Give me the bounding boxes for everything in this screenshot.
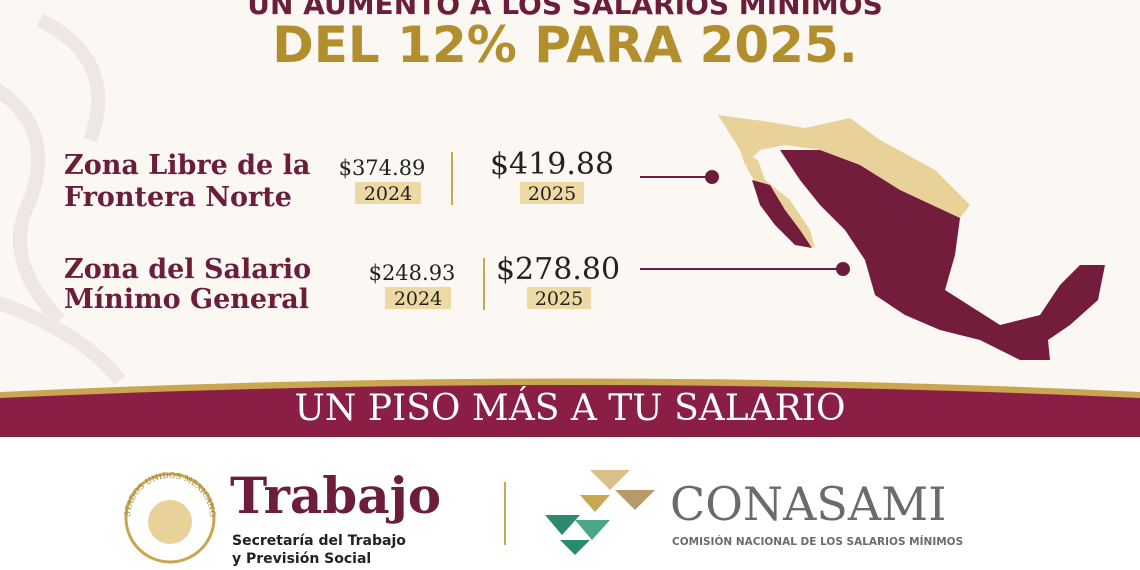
- trabajo-subtitle: y Previsión Social: [232, 551, 371, 567]
- banner-text: UN PISO MÁS A TU SALARIO: [295, 387, 846, 429]
- new-value: $278.80: [496, 252, 620, 287]
- pointers: [640, 170, 850, 276]
- conasami-logo: [545, 470, 655, 555]
- trabajo-subtitle: Secretaría del Trabajo: [232, 533, 406, 549]
- old-value: $248.93: [369, 261, 456, 285]
- banner: [0, 385, 1140, 437]
- year-boxes: [355, 182, 591, 309]
- old-value: $374.89: [339, 156, 426, 180]
- decor: [0, 13, 126, 385]
- conasami-subtitle: COMISIÓN NACIONAL DE LOS SALARIOS MÍNIMO…: [672, 535, 963, 548]
- header-line1: UN AUMENTO A LOS SALARIOS MÍNIMOS: [247, 0, 883, 21]
- mexico-map: [718, 115, 1105, 360]
- old-year: 2024: [394, 288, 442, 310]
- zone-name: Mínimo General: [64, 284, 309, 315]
- new-year: 2025: [528, 183, 576, 205]
- zone-name: Frontera Norte: [64, 182, 292, 213]
- header-line2: DEL 12% PARA 2025.: [272, 16, 858, 74]
- dividers: [451, 152, 485, 310]
- new-value: $419.88: [490, 147, 614, 182]
- zone-name: Zona Libre de la: [64, 150, 310, 181]
- new-year: 2025: [535, 288, 583, 310]
- seal: [124, 472, 216, 564]
- conasami-title: CONASAMI: [670, 477, 946, 531]
- trabajo-title: Trabajo: [230, 466, 441, 525]
- old-year: 2024: [364, 183, 412, 205]
- zone-name: Zona del Salario: [64, 254, 311, 285]
- seal-eagle: [148, 500, 192, 544]
